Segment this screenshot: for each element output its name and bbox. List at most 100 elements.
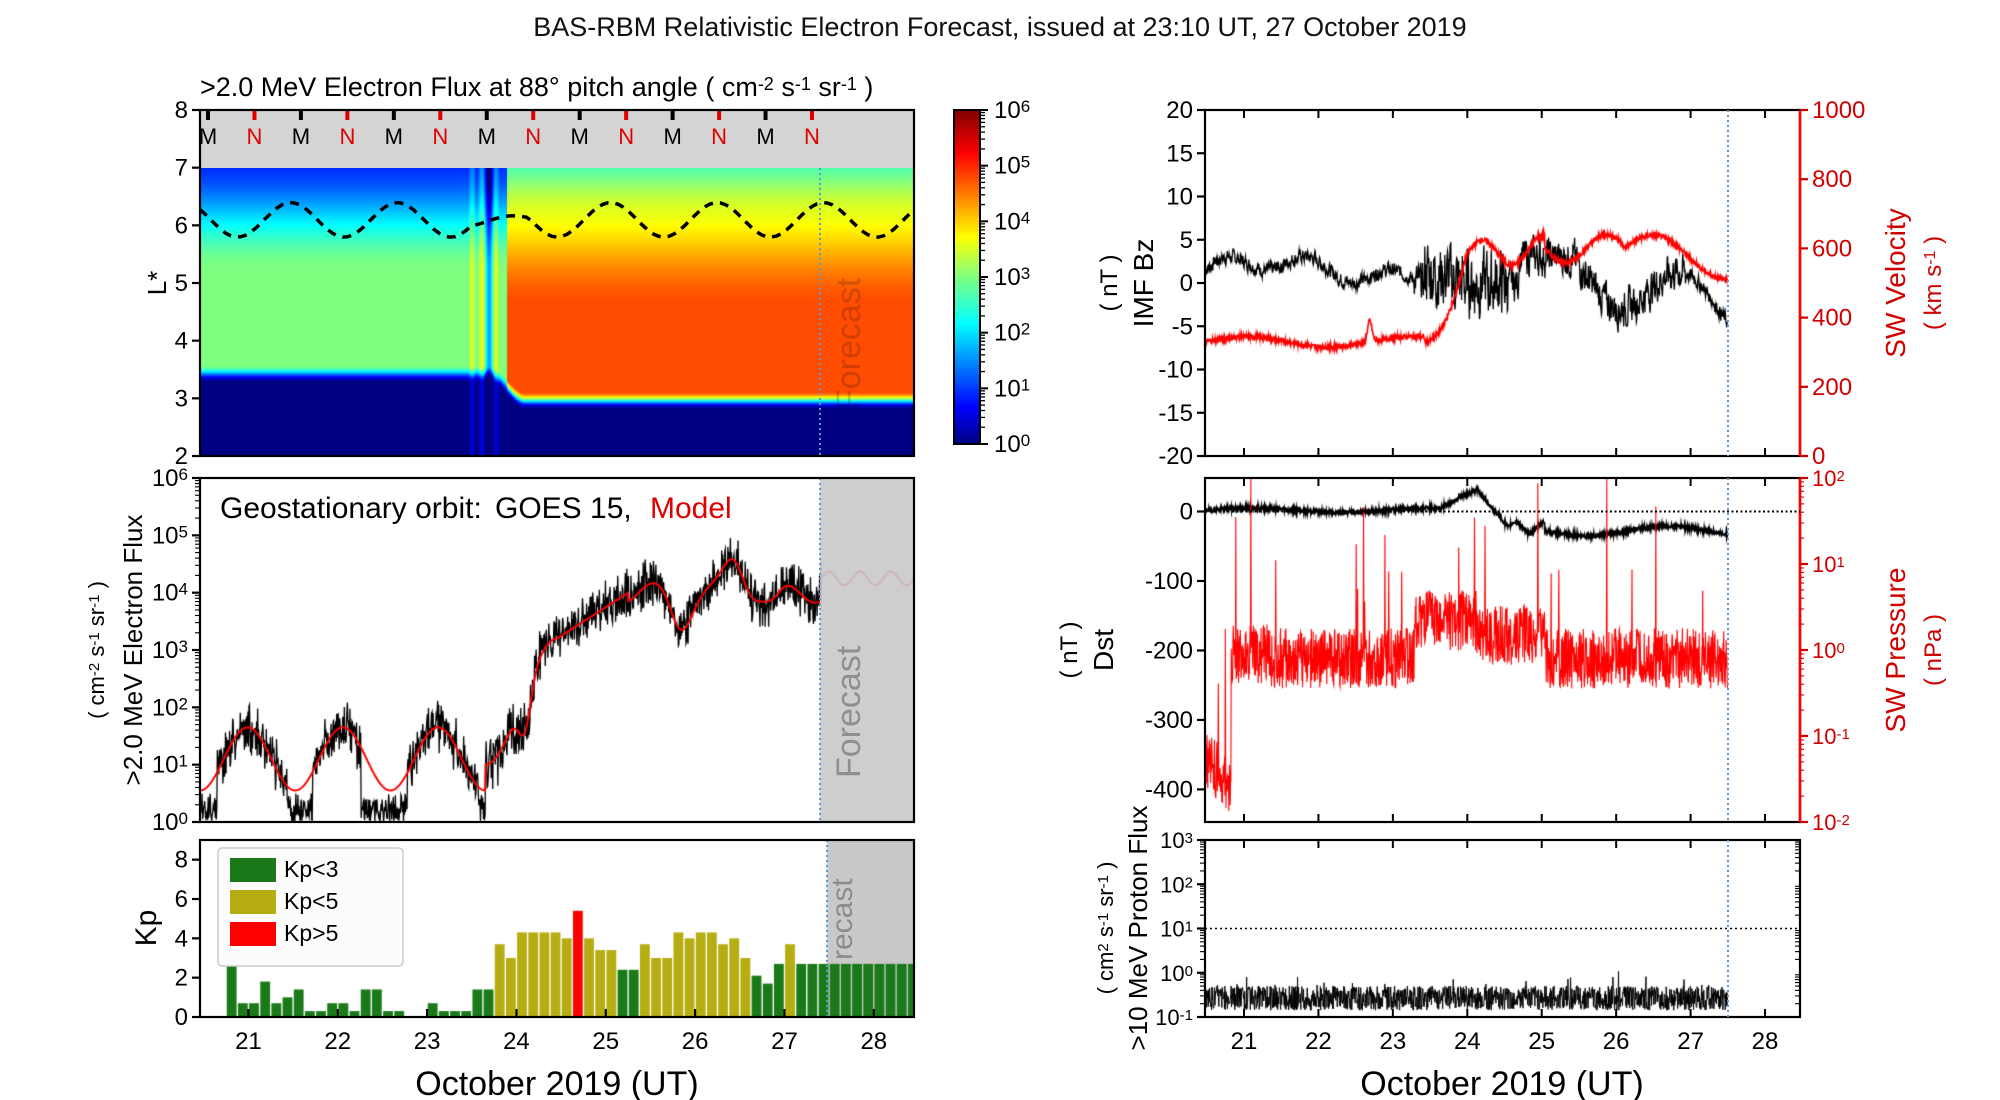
svg-text:( km s-1 ): ( km s-1 ) <box>1920 236 1947 330</box>
svg-text:800: 800 <box>1812 166 1852 193</box>
svg-text:100: 100 <box>994 431 1030 458</box>
svg-text:22: 22 <box>324 1028 351 1055</box>
svg-text:25: 25 <box>1528 1028 1555 1055</box>
svg-text:Kp>5: Kp>5 <box>284 920 338 946</box>
svg-text:23: 23 <box>414 1028 441 1055</box>
svg-text:2: 2 <box>175 965 188 992</box>
svg-text:105: 105 <box>994 153 1030 180</box>
svg-text:104: 104 <box>152 580 188 607</box>
svg-text:N: N <box>525 124 541 149</box>
svg-text:N: N <box>247 124 263 149</box>
svg-text:103: 103 <box>1160 828 1193 853</box>
svg-text:23: 23 <box>1380 1028 1407 1055</box>
svg-text:101: 101 <box>1160 917 1193 942</box>
svg-text:27: 27 <box>771 1028 798 1055</box>
svg-text:October 2019 (UT): October 2019 (UT) <box>1360 1065 1643 1100</box>
svg-text:106: 106 <box>152 465 188 492</box>
svg-text:25: 25 <box>592 1028 619 1055</box>
svg-text:10-2: 10-2 <box>1812 810 1850 835</box>
svg-text:>2.0 MeV Electron Flux: >2.0 MeV Electron Flux <box>118 515 148 786</box>
svg-text:1000: 1000 <box>1812 97 1865 124</box>
svg-text:M: M <box>663 124 681 149</box>
svg-text:October 2019 (UT): October 2019 (UT) <box>415 1065 698 1100</box>
svg-text:104: 104 <box>994 208 1030 235</box>
svg-text:6: 6 <box>175 212 188 239</box>
svg-text:recast: recast <box>826 878 859 960</box>
svg-text:10: 10 <box>1166 184 1193 211</box>
svg-text:-20: -20 <box>1158 443 1193 470</box>
svg-text:101: 101 <box>1812 552 1845 577</box>
svg-text:L*: L* <box>142 271 172 296</box>
svg-text:( nPa ): ( nPa ) <box>1920 614 1947 686</box>
svg-text:600: 600 <box>1812 235 1852 262</box>
svg-text:28: 28 <box>1752 1028 1779 1055</box>
svg-text:102: 102 <box>152 694 188 721</box>
svg-text:102: 102 <box>1160 872 1193 897</box>
svg-text:Kp<5: Kp<5 <box>284 888 338 914</box>
svg-text:26: 26 <box>682 1028 709 1055</box>
svg-text:100: 100 <box>152 809 188 836</box>
svg-text:N: N <box>711 124 727 149</box>
svg-text:200: 200 <box>1812 374 1852 401</box>
svg-text:24: 24 <box>1454 1028 1481 1055</box>
svg-text:24: 24 <box>503 1028 530 1055</box>
svg-text:7: 7 <box>175 155 188 182</box>
svg-text:21: 21 <box>1231 1028 1258 1055</box>
svg-text:101: 101 <box>152 752 188 779</box>
svg-text:3: 3 <box>175 385 188 412</box>
svg-text:Geostationary orbit:: Geostationary orbit: <box>220 492 482 525</box>
svg-text:102: 102 <box>994 320 1030 347</box>
svg-text:106: 106 <box>994 97 1030 124</box>
svg-text:4: 4 <box>175 328 188 355</box>
svg-text:10-1: 10-1 <box>1812 724 1850 749</box>
svg-text:5: 5 <box>1180 227 1193 254</box>
svg-text:0: 0 <box>1180 498 1193 525</box>
svg-text:100: 100 <box>1160 961 1193 986</box>
svg-text:5: 5 <box>175 270 188 297</box>
svg-text:Kp: Kp <box>130 910 163 947</box>
svg-text:N: N <box>618 124 634 149</box>
svg-text:Dst: Dst <box>1088 629 1119 671</box>
svg-text:-400: -400 <box>1145 776 1193 803</box>
svg-text:100: 100 <box>1812 638 1845 663</box>
svg-text:N: N <box>339 124 355 149</box>
svg-text:28: 28 <box>860 1028 887 1055</box>
svg-text:( cm2 s-1 sr-1 ): ( cm2 s-1 sr-1 ) <box>1093 862 1118 995</box>
svg-text:M: M <box>571 124 589 149</box>
svg-text:20: 20 <box>1166 97 1193 124</box>
svg-text:N: N <box>804 124 820 149</box>
svg-text:Forecast: Forecast <box>830 645 868 778</box>
svg-text:-5: -5 <box>1172 313 1193 340</box>
svg-text:-200: -200 <box>1145 637 1193 664</box>
svg-text:0: 0 <box>175 1004 188 1031</box>
svg-text:M: M <box>199 124 217 149</box>
svg-text:0: 0 <box>1180 270 1193 297</box>
svg-text:-300: -300 <box>1145 707 1193 734</box>
svg-text:SW Velocity: SW Velocity <box>1880 208 1911 357</box>
svg-text:M: M <box>756 124 774 149</box>
svg-text:10-1: 10-1 <box>1155 1005 1193 1030</box>
svg-text:27: 27 <box>1677 1028 1704 1055</box>
svg-text:>10 MeV Proton Flux: >10 MeV Proton Flux <box>1123 806 1153 1051</box>
svg-text:4: 4 <box>175 925 188 952</box>
svg-text:26: 26 <box>1603 1028 1630 1055</box>
svg-text:Model: Model <box>650 492 732 525</box>
svg-text:Kp<3: Kp<3 <box>284 856 338 882</box>
svg-text:M: M <box>478 124 496 149</box>
svg-text:>2.0 MeV Electron Flux at 88°: >2.0 MeV Electron Flux at 88° pitch angl… <box>200 72 873 102</box>
svg-text:105: 105 <box>152 522 188 549</box>
svg-text:SW Pressure: SW Pressure <box>1880 568 1911 733</box>
svg-text:M: M <box>292 124 310 149</box>
svg-text:( cm-2 s-1 sr-1 ): ( cm-2 s-1 sr-1 ) <box>84 581 109 719</box>
svg-text:102: 102 <box>1812 466 1845 491</box>
svg-text:6: 6 <box>175 886 188 913</box>
svg-text:-10: -10 <box>1158 357 1193 384</box>
svg-text:15: 15 <box>1166 140 1193 167</box>
svg-text:GOES 15,: GOES 15, <box>495 492 632 525</box>
svg-text:103: 103 <box>152 637 188 664</box>
svg-text:21: 21 <box>235 1028 262 1055</box>
svg-text:-100: -100 <box>1145 568 1193 595</box>
svg-text:22: 22 <box>1305 1028 1332 1055</box>
svg-text:( nT ): ( nT ) <box>1056 622 1083 679</box>
svg-text:101: 101 <box>994 375 1030 402</box>
